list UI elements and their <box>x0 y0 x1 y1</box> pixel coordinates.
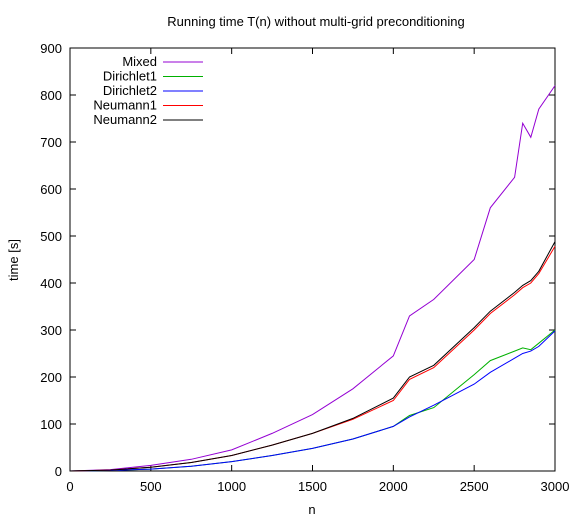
x-tick-label: 0 <box>66 479 73 494</box>
series-line-neumann1 <box>69 246 556 472</box>
x-tick-label: 500 <box>140 479 162 494</box>
legend-label: Dirichlet2 <box>103 83 157 98</box>
chart-title: Running time T(n) without multi-grid pre… <box>167 14 464 29</box>
y-tick-label: 900 <box>40 41 62 56</box>
series-line-neumann2 <box>69 241 556 472</box>
x-tick-label: 3000 <box>541 479 570 494</box>
series-line-dirichlet2 <box>69 330 556 472</box>
x-tick-label: 1500 <box>298 479 327 494</box>
series-line-dirichlet1 <box>69 329 556 472</box>
legend: MixedDirichlet1Dirichlet2Neumann1Neumann… <box>93 54 203 127</box>
y-tick-label: 100 <box>40 417 62 432</box>
y-tick-label: 200 <box>40 370 62 385</box>
y-tick-label: 400 <box>40 276 62 291</box>
legend-label: Neumann1 <box>93 98 157 113</box>
plot-area: 0 500 1000 1500 2000 2500 3000 0 100 200 300 400 500… <box>40 41 569 494</box>
y-tick-label: 600 <box>40 182 62 197</box>
x-axis-label: n <box>308 502 315 517</box>
y-tick-label: 800 <box>40 88 62 103</box>
legend-label: Mixed <box>122 54 157 69</box>
series-line-mixed <box>69 85 556 472</box>
y-tick-label: 300 <box>40 323 62 338</box>
legend-label: Neumann2 <box>93 112 157 127</box>
y-tick-label: 700 <box>40 135 62 150</box>
x-tick-label: 2500 <box>460 479 489 494</box>
y-axis-label: time [s] <box>6 239 21 281</box>
y-tick-label: 500 <box>40 229 62 244</box>
x-tick-label: 1000 <box>217 479 246 494</box>
x-tick-label: 2000 <box>379 479 408 494</box>
y-tick-label: 0 <box>55 464 62 479</box>
legend-label: Dirichlet1 <box>103 69 157 84</box>
